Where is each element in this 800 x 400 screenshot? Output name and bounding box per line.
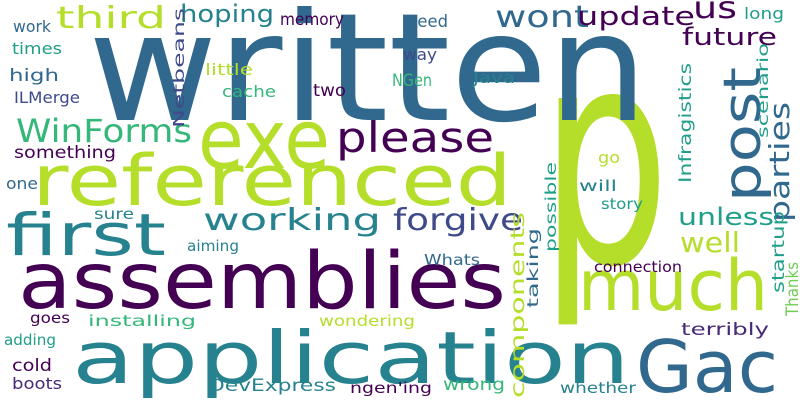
cloud-word: cache: [222, 82, 276, 101]
cloud-word: connection: [594, 258, 682, 276]
cloud-word: forgive: [393, 203, 523, 238]
cloud-word: wont: [495, 0, 589, 35]
cloud-word: Infragistics: [676, 63, 696, 183]
cloud-word: something: [14, 143, 116, 163]
cloud-word: one: [6, 174, 38, 193]
cloud-word: sure: [94, 205, 134, 223]
cloud-word: long: [744, 4, 784, 23]
cloud-word: aiming: [187, 237, 239, 255]
cloud-word: scenario: [754, 43, 772, 138]
cloud-word: Thanks: [783, 262, 800, 317]
cloud-word: way: [403, 45, 437, 64]
cloud-word: parties: [763, 102, 796, 222]
cloud-word: story: [601, 195, 643, 213]
cloud-word: p: [540, 0, 670, 333]
cloud-word: Gac: [636, 325, 778, 400]
cloud-word: Whats: [424, 251, 480, 269]
cloud-word: boots: [12, 374, 62, 393]
cloud-word: cold: [12, 356, 52, 376]
cloud-word: possible: [542, 162, 560, 252]
cloud-word: wrong: [443, 375, 505, 395]
cloud-word: two: [313, 81, 346, 101]
cloud-word: high: [9, 66, 59, 86]
cloud-word: little: [205, 60, 253, 79]
cloud-word: memory: [280, 10, 344, 30]
cloud-word: assemblies: [18, 237, 506, 327]
cloud-word: startup: [769, 211, 789, 293]
cloud-word: written: [88, 0, 648, 156]
cloud-word: adding: [4, 331, 56, 349]
cloud-word: working: [203, 203, 381, 238]
cloud-word: DevExpress: [208, 376, 336, 396]
cloud-word: post: [713, 67, 773, 202]
cloud-word: application: [72, 316, 630, 400]
cloud-word: NGen: [392, 71, 432, 91]
cloud-word: exe: [198, 93, 330, 188]
cloud-word: us: [693, 0, 737, 26]
cloud-word: whether: [560, 379, 637, 397]
cloud-word: Java: [472, 68, 515, 87]
cloud-word: terribly: [681, 320, 769, 340]
cloud-word: first: [6, 201, 166, 269]
cloud-word: wondering: [319, 312, 415, 330]
cloud-word: taking: [524, 228, 542, 308]
cloud-word: referenced: [32, 140, 512, 222]
cloud-word: WinForms: [16, 112, 192, 150]
cloud-word: ngen'ing: [350, 379, 432, 397]
cloud-word: please: [336, 113, 494, 162]
cloud-word: unless: [678, 203, 774, 231]
cloud-word: ILMerge: [14, 88, 80, 107]
cloud-word: Netbeans: [170, 8, 188, 128]
cloud-word: future: [682, 23, 777, 51]
cloud-word: need: [407, 12, 448, 32]
cloud-word: well: [680, 226, 740, 259]
cloud-word: much: [578, 245, 768, 327]
cloud-word: go: [598, 148, 620, 167]
cloud-word: work: [13, 17, 52, 36]
cloud-word: installing: [88, 312, 196, 330]
cloud-word: times: [12, 39, 62, 58]
cloud-word: update: [577, 2, 695, 32]
cloud-word: third: [56, 1, 166, 36]
cloud-word: will: [579, 177, 617, 195]
cloud-word: hoping: [180, 0, 274, 28]
cloud-word: components: [507, 212, 529, 398]
cloud-word: goes: [30, 309, 70, 327]
